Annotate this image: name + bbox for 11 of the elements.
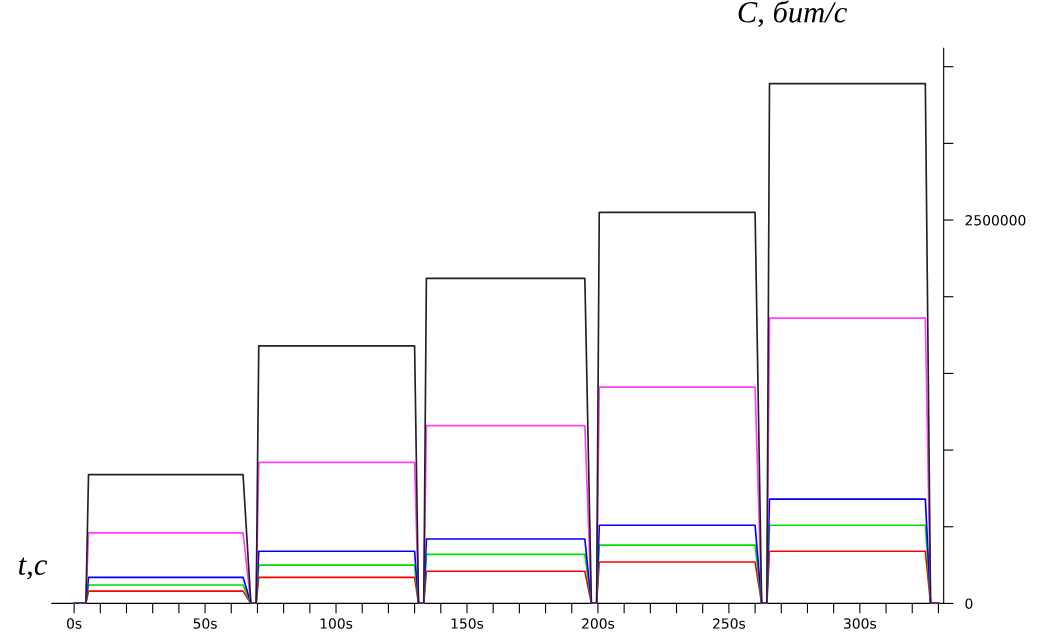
y-tick-label: 0 (965, 598, 973, 609)
x-axis-title: t,c (19, 557, 48, 580)
x-tick-label: 300s (844, 618, 877, 629)
x-tick-label: 100s (320, 618, 353, 629)
y-axis-title: C, бит/с (738, 0, 847, 28)
y-tick-label: 2500000 (965, 215, 1026, 226)
x-tick-label: 150s (451, 618, 484, 629)
x-tick-label: 200s (582, 618, 615, 629)
x-tick-label: 0s (66, 618, 82, 629)
x-tick-label: 250s (713, 618, 746, 629)
x-tick-label: 50s (193, 618, 217, 629)
